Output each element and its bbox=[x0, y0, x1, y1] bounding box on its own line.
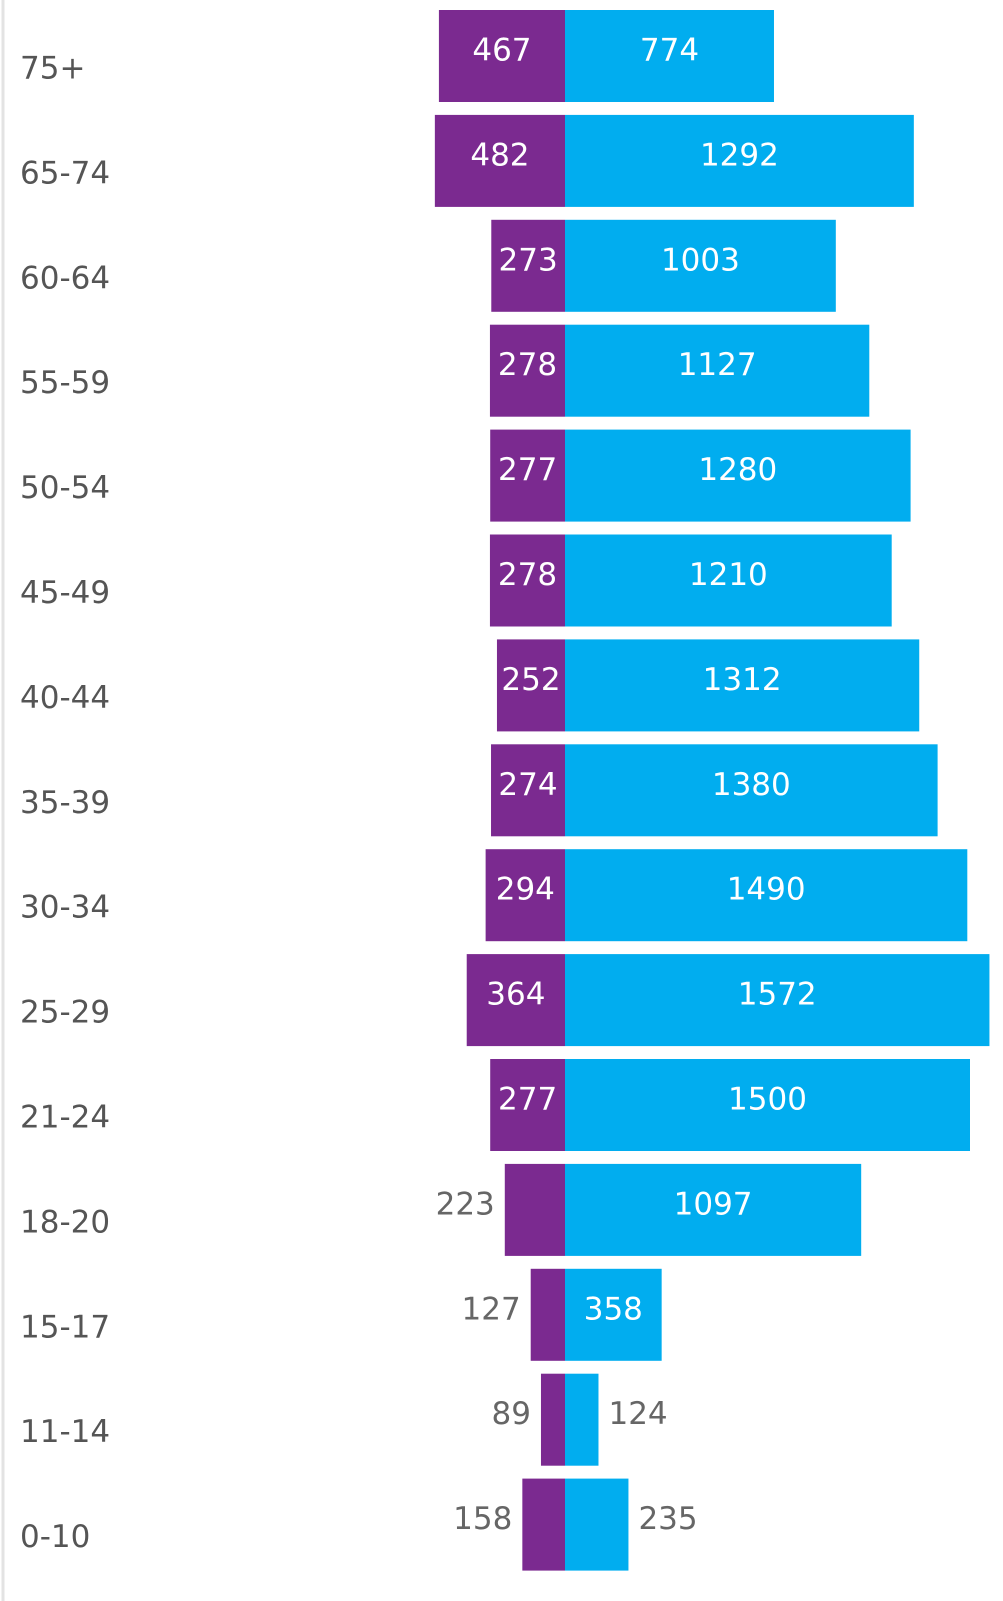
bar bbox=[485, 849, 565, 942]
data-label: 364 bbox=[486, 977, 545, 1013]
bar bbox=[540, 1373, 565, 1466]
bar bbox=[522, 1478, 565, 1571]
bar bbox=[565, 219, 836, 312]
category-label: 15-17 bbox=[20, 1309, 110, 1345]
data-label: 1312 bbox=[703, 662, 782, 698]
category-label: 50-54 bbox=[20, 470, 110, 506]
data-label: 89 bbox=[492, 1396, 531, 1432]
bar bbox=[565, 639, 920, 732]
bar bbox=[489, 324, 565, 417]
bar bbox=[565, 744, 938, 837]
bar bbox=[491, 219, 565, 312]
data-label: 278 bbox=[498, 557, 557, 593]
bar bbox=[565, 1478, 629, 1571]
category-label: 65-74 bbox=[20, 155, 110, 191]
data-label: 1210 bbox=[689, 557, 768, 593]
data-label: 774 bbox=[640, 33, 699, 69]
data-label: 358 bbox=[584, 1291, 643, 1327]
bar bbox=[565, 534, 892, 627]
data-label: 482 bbox=[470, 137, 529, 173]
data-label: 252 bbox=[501, 662, 560, 698]
bar bbox=[496, 639, 565, 732]
data-label: 1500 bbox=[728, 1082, 807, 1118]
bar bbox=[434, 114, 565, 207]
bar bbox=[565, 1059, 970, 1151]
bar bbox=[565, 10, 774, 102]
data-label: 127 bbox=[462, 1291, 521, 1327]
data-label: 1292 bbox=[700, 137, 779, 173]
data-label: 1003 bbox=[661, 242, 740, 278]
bar bbox=[491, 744, 565, 837]
category-label: 55-59 bbox=[20, 365, 110, 401]
bar bbox=[565, 324, 870, 417]
bar bbox=[490, 1059, 565, 1151]
bar bbox=[565, 849, 968, 942]
category-label: 45-49 bbox=[20, 575, 110, 611]
bar bbox=[490, 429, 565, 522]
category-label: 21-24 bbox=[20, 1100, 110, 1136]
category-label: 60-64 bbox=[20, 260, 110, 296]
bar bbox=[530, 1268, 565, 1361]
data-label: 294 bbox=[496, 872, 555, 908]
data-label: 467 bbox=[472, 33, 531, 69]
data-label: 1380 bbox=[712, 767, 791, 803]
bar bbox=[565, 954, 990, 1047]
data-label: 1280 bbox=[698, 452, 777, 488]
data-label: 1572 bbox=[738, 977, 817, 1013]
data-label: 1490 bbox=[727, 872, 806, 908]
category-label: 40-44 bbox=[20, 680, 110, 716]
bar bbox=[565, 1163, 862, 1256]
bar bbox=[565, 429, 911, 522]
category-label: 25-29 bbox=[20, 995, 110, 1031]
category-label: 11-14 bbox=[20, 1414, 110, 1450]
category-label: 75+ bbox=[20, 51, 85, 87]
category-label: 0-10 bbox=[20, 1519, 90, 1555]
category-label: 35-39 bbox=[20, 785, 110, 821]
bar bbox=[438, 10, 565, 102]
bar bbox=[489, 534, 565, 627]
bar bbox=[565, 114, 914, 207]
bar bbox=[565, 1268, 662, 1361]
data-label: 273 bbox=[499, 242, 558, 278]
data-label: 277 bbox=[498, 1082, 557, 1118]
data-label: 278 bbox=[498, 347, 557, 383]
bar bbox=[466, 954, 565, 1047]
data-label: 223 bbox=[436, 1186, 495, 1222]
data-label: 158 bbox=[453, 1501, 512, 1537]
category-label: 30-34 bbox=[20, 890, 110, 926]
data-label: 277 bbox=[498, 452, 557, 488]
bar bbox=[504, 1163, 565, 1256]
data-label: 1097 bbox=[674, 1186, 753, 1222]
bar bbox=[565, 1373, 599, 1466]
category-label: 18-20 bbox=[20, 1204, 110, 1240]
data-label: 124 bbox=[608, 1396, 667, 1432]
data-label: 235 bbox=[638, 1501, 697, 1537]
data-label: 1127 bbox=[678, 347, 757, 383]
data-label: 274 bbox=[498, 767, 557, 803]
